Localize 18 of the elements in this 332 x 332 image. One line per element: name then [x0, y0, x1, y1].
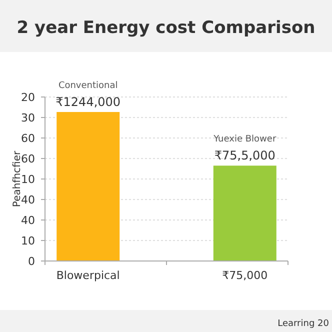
text: 60 — [21, 152, 35, 166]
chart-title: 2 year Energy cost Comparison — [16, 18, 316, 38]
text: 20 — [21, 90, 35, 104]
annotation: Yuexie Blower — [212, 134, 276, 145]
text: 40 — [21, 193, 35, 206]
text: 0 — [28, 254, 35, 268]
x-tick-label: ₹75,000 — [222, 269, 268, 282]
text: Learring 20 — [278, 319, 330, 329]
text: 40 — [21, 214, 35, 227]
y-axis-title: Peahfhcfier — [12, 150, 23, 208]
annotation: ₹75,5,000 — [214, 148, 276, 163]
x-tick-label: Blowerpical — [56, 269, 120, 282]
text: 10 — [21, 172, 35, 186]
annotation: Conventional — [58, 81, 118, 91]
annotation: ₹1244,000 — [56, 95, 121, 109]
text: 30 — [21, 111, 35, 124]
text: 60 — [21, 132, 35, 145]
text: 10 — [21, 234, 35, 248]
